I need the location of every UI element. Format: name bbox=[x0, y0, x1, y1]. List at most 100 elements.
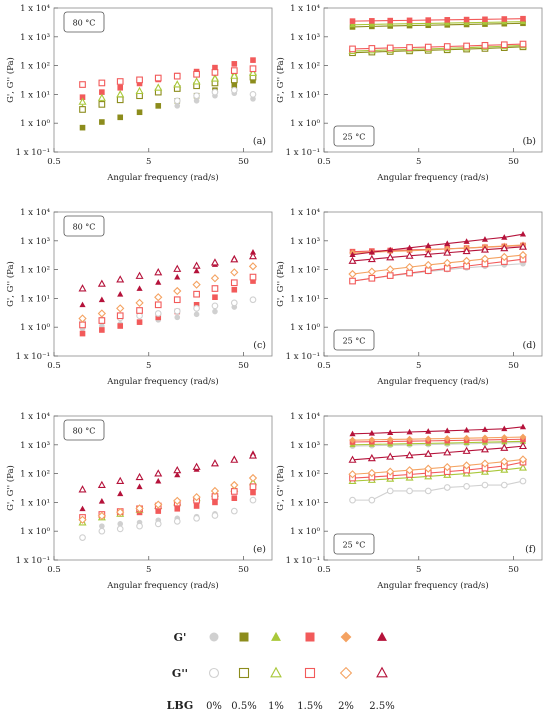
data-point bbox=[174, 103, 181, 109]
data-point bbox=[211, 512, 219, 519]
data-point bbox=[193, 97, 200, 104]
temperature-box bbox=[63, 215, 105, 237]
series-line bbox=[352, 18, 523, 22]
y-axis-label: G', G'' (Pa) bbox=[5, 465, 16, 511]
data-point bbox=[349, 430, 356, 437]
temperature-box bbox=[63, 11, 105, 33]
data-point bbox=[368, 21, 375, 27]
data-point bbox=[192, 261, 201, 269]
data-point bbox=[212, 499, 218, 506]
data-point bbox=[387, 429, 394, 435]
x-tick-label: 50 bbox=[238, 361, 249, 371]
data-point bbox=[117, 290, 124, 297]
data-point bbox=[500, 457, 509, 466]
legend-gprime-label: G' bbox=[174, 631, 187, 644]
data-point bbox=[249, 65, 257, 73]
y-tick-label: 1 x 10² bbox=[290, 266, 320, 276]
data-point bbox=[443, 258, 452, 268]
data-point bbox=[97, 309, 106, 318]
data-point bbox=[424, 260, 433, 270]
data-point bbox=[386, 467, 395, 476]
data-point bbox=[192, 280, 201, 289]
y-tick-label: 1 x 10¹ bbox=[290, 294, 320, 304]
data-point bbox=[462, 461, 471, 470]
series-gdoubleprime-0pct bbox=[173, 86, 257, 105]
series-gdoubleprime-1pct bbox=[348, 463, 527, 485]
data-point bbox=[406, 44, 413, 51]
legend-concentration: 2% bbox=[338, 701, 354, 712]
data-point bbox=[386, 44, 394, 52]
data-point bbox=[405, 450, 414, 459]
data-point bbox=[425, 20, 432, 26]
data-point bbox=[230, 268, 239, 277]
data-point bbox=[155, 477, 162, 484]
data-point bbox=[386, 452, 395, 460]
data-point bbox=[193, 290, 200, 298]
data-point bbox=[443, 484, 451, 491]
data-point bbox=[154, 74, 162, 82]
legend-marker-filled bbox=[239, 632, 249, 642]
data-point bbox=[500, 243, 509, 252]
data-point bbox=[97, 480, 106, 488]
series-gdoubleprime-2_5pct bbox=[348, 441, 527, 463]
x-tick-label: 50 bbox=[238, 157, 249, 167]
data-point bbox=[406, 487, 413, 495]
x-tick-label: 5 bbox=[416, 565, 421, 575]
data-point bbox=[136, 80, 143, 87]
panel-label: (d) bbox=[523, 340, 537, 351]
data-point bbox=[250, 77, 256, 84]
data-point bbox=[462, 246, 471, 255]
data-point bbox=[155, 508, 162, 514]
data-point bbox=[173, 517, 181, 525]
data-point bbox=[155, 279, 162, 285]
legend-concentration: 0.5% bbox=[231, 701, 256, 712]
data-point bbox=[348, 470, 357, 479]
y-axis-label: G', G'' (Pa) bbox=[275, 261, 286, 307]
data-point bbox=[250, 278, 256, 284]
data-point bbox=[518, 242, 527, 250]
data-point bbox=[97, 511, 106, 521]
temperature-box bbox=[333, 533, 375, 555]
y-tick-label: 1 x 10⁻¹ bbox=[286, 148, 320, 158]
data-point bbox=[443, 435, 451, 442]
data-point bbox=[135, 86, 144, 95]
data-point bbox=[117, 323, 124, 329]
data-point bbox=[155, 314, 162, 321]
data-point bbox=[248, 262, 258, 271]
series-gdoubleprime-0pct bbox=[349, 477, 527, 504]
temperature-label: 80 °C bbox=[73, 223, 96, 232]
data-point bbox=[116, 304, 125, 313]
data-point bbox=[463, 434, 470, 442]
series-line bbox=[352, 480, 524, 501]
chart-panel-1: 1 x 10⁻¹ 1 x 10⁰ 1 x 10¹ 1 x 10² 1 x 10³ 1 x … bbox=[5, 4, 273, 183]
data-point bbox=[406, 435, 413, 443]
chart-panel-5: 1 x 10⁻¹ 1 x 10⁰ 1 x 10¹ 1 x 10² 1 x 10³ 1 x … bbox=[5, 412, 273, 591]
data-point bbox=[135, 504, 144, 513]
data-point bbox=[519, 433, 527, 441]
data-point bbox=[519, 477, 527, 485]
y-tick-label: 1 x 10² bbox=[290, 62, 320, 72]
y-tick-label: 1 x 10⁴ bbox=[290, 4, 320, 14]
y-tick-label: 1 x 10⁻¹ bbox=[286, 556, 320, 566]
data-point bbox=[154, 301, 162, 309]
data-point bbox=[99, 327, 105, 333]
y-tick-label: 1 x 10⁻¹ bbox=[16, 556, 50, 566]
data-point bbox=[425, 17, 432, 23]
data-point bbox=[349, 436, 356, 444]
series-gdoubleprime-1pct bbox=[78, 68, 257, 105]
series-gdoubleprime-0_5pct bbox=[79, 73, 257, 113]
data-point bbox=[135, 271, 144, 279]
data-point bbox=[193, 305, 200, 312]
data-point bbox=[368, 430, 375, 436]
y-axis-label: G', G'' (Pa) bbox=[5, 57, 16, 103]
data-point bbox=[406, 244, 413, 251]
x-tick-label: 50 bbox=[508, 157, 519, 167]
data-point bbox=[405, 262, 414, 272]
data-point bbox=[463, 16, 470, 23]
data-point bbox=[117, 521, 124, 527]
data-point bbox=[173, 72, 181, 80]
data-point bbox=[500, 481, 508, 489]
data-point bbox=[501, 16, 508, 22]
data-point bbox=[348, 269, 357, 279]
y-tick-label: 1 x 10⁰ bbox=[20, 323, 50, 333]
